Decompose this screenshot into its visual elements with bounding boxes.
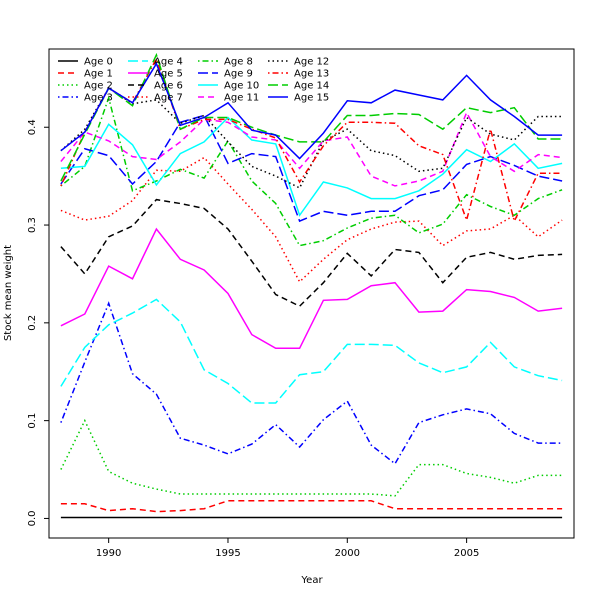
series-line-age-12 — [60, 87, 563, 189]
series-line-age-8 — [60, 95, 563, 247]
series-layer — [60, 52, 563, 519]
legend-item-age-7: Age 7 — [128, 93, 183, 104]
series-line-age-6 — [60, 198, 563, 308]
legend-item-age-11: Age 11 — [198, 93, 259, 104]
x-axis-label: Year — [300, 575, 323, 586]
legend-item-age-8: Age 8 — [198, 57, 253, 68]
y-axis-label: Stock mean weight — [3, 245, 14, 341]
legend-item-age-10: Age 10 — [198, 81, 259, 92]
legend-item-age-12: Age 12 — [268, 57, 329, 68]
legend-label: Age 6 — [154, 81, 183, 92]
series-line-age-11 — [60, 110, 563, 187]
legend-item-age-6: Age 6 — [128, 81, 183, 92]
legend-item-age-1: Age 1 — [58, 69, 113, 80]
x-tick-label: 2000 — [335, 548, 360, 559]
legend-label: Age 8 — [224, 57, 253, 68]
series-line-age-13 — [60, 56, 563, 224]
legend-label: Age 11 — [224, 93, 259, 104]
legend-label: Age 5 — [154, 69, 183, 80]
plot-frame — [48, 48, 575, 539]
legend-item-age-0: Age 0 — [58, 57, 113, 68]
series-line-age-4 — [60, 298, 563, 404]
legend-label: Age 12 — [294, 57, 329, 68]
x-tick-label: 1995 — [215, 548, 240, 559]
series-line-age-3 — [60, 301, 563, 465]
legend-item-age-13: Age 13 — [268, 69, 329, 80]
y-tick-label: 0.3 — [27, 217, 38, 233]
legend-label: Age 2 — [84, 81, 113, 92]
x-tick-label: 1990 — [96, 548, 121, 559]
series-line-age-7 — [60, 156, 563, 284]
y-tick-label: 0.0 — [27, 510, 38, 526]
legend-label: Age 3 — [84, 93, 113, 104]
legend-item-age-5: Age 5 — [128, 69, 183, 80]
legend-label: Age 4 — [154, 57, 183, 68]
legend-item-age-4: Age 4 — [128, 57, 183, 68]
legend-label: Age 13 — [294, 69, 329, 80]
x-axis: 1990 1995 2000 2005 — [96, 538, 479, 559]
legend-label: Age 0 — [84, 57, 113, 68]
y-axis: 0.0 0.1 0.2 0.3 0.4 — [27, 119, 49, 526]
y-tick-label: 0.4 — [27, 119, 38, 135]
series-line-age-15 — [60, 62, 563, 160]
y-tick-label: 0.2 — [27, 315, 38, 331]
series-line-age-9 — [60, 114, 563, 223]
series-line-age-14 — [60, 52, 563, 182]
legend-label: Age 7 — [154, 93, 183, 104]
y-tick-label: 0.1 — [27, 413, 38, 429]
legend-item-age-9: Age 9 — [198, 69, 253, 80]
legend-label: Age 1 — [84, 69, 113, 80]
legend-item-age-15: Age 15 — [268, 93, 329, 104]
x-tick-label: 2005 — [454, 548, 479, 559]
series-line-age-10 — [60, 116, 563, 217]
series-line-age-1 — [60, 500, 563, 513]
legend-label: Age 9 — [224, 69, 253, 80]
series-line-age-5 — [60, 227, 563, 350]
legend-label: Age 15 — [294, 93, 329, 104]
legend-label: Age 14 — [294, 81, 329, 92]
legend-item-age-3: Age 3 — [58, 93, 113, 104]
series-line-age-2 — [60, 418, 563, 497]
legend-item-age-14: Age 14 — [268, 81, 329, 92]
legend-item-age-2: Age 2 — [58, 81, 113, 92]
legend-label: Age 10 — [224, 81, 259, 92]
